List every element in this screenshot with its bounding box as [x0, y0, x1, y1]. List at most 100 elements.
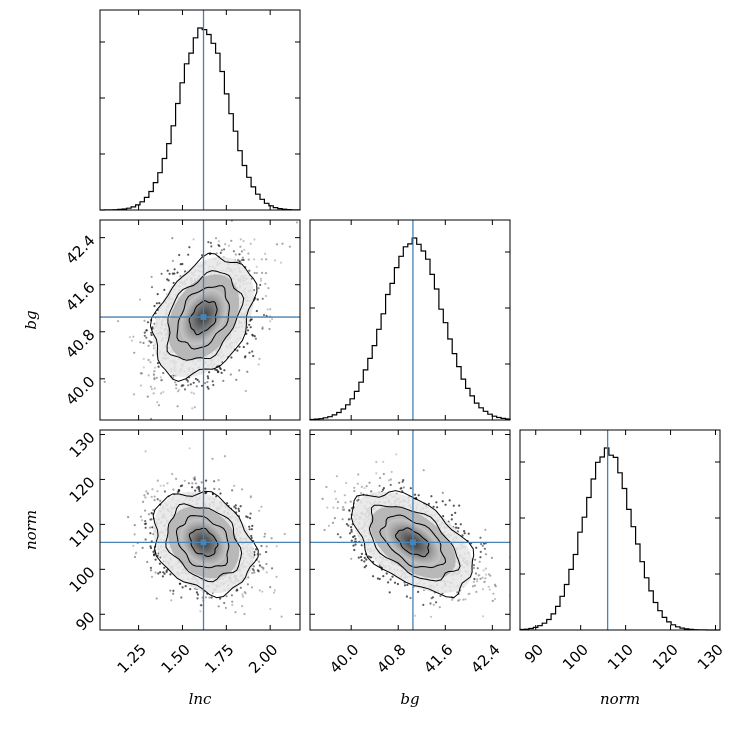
sample-point [241, 593, 244, 596]
sample-point [267, 287, 270, 290]
sample-point [264, 272, 268, 275]
sample-point [144, 450, 147, 453]
sample-point [153, 378, 156, 381]
sample-point [248, 269, 251, 272]
sample-point [151, 488, 154, 491]
sample-point [388, 591, 391, 594]
sample-point [156, 293, 159, 296]
sample-point [162, 390, 165, 394]
sample-point [255, 309, 258, 313]
sample-point [177, 390, 180, 393]
sample-point [142, 341, 145, 345]
sample-point [248, 528, 251, 531]
sample-point [249, 512, 252, 515]
sample-point [141, 546, 144, 550]
panel-frame-lnc-norm [99, 429, 301, 631]
sample-point [295, 221, 299, 224]
sample-point [363, 560, 366, 563]
sample-point [477, 574, 480, 577]
sample-point [188, 447, 191, 450]
sample-point [275, 545, 278, 548]
sample-point [210, 596, 213, 599]
sample-point [171, 237, 174, 240]
sample-point [331, 521, 335, 525]
sample-point [430, 495, 433, 498]
sample-point [339, 536, 342, 539]
sample-point [238, 509, 241, 513]
sample-point [172, 592, 175, 595]
sample-point [175, 421, 177, 423]
sample-point [184, 585, 187, 588]
sample-point [196, 378, 199, 381]
sample-point [441, 500, 444, 503]
sample-point [150, 495, 153, 498]
sample-point [156, 498, 159, 501]
sample-point [132, 393, 136, 396]
sample-point [196, 597, 199, 600]
sample-point [263, 532, 267, 535]
panel-frame-bg [309, 219, 511, 421]
sample-point [409, 487, 412, 490]
sample-point [150, 333, 153, 337]
sample-point [153, 304, 156, 308]
sample-point [258, 564, 261, 567]
sample-point [261, 327, 264, 330]
sample-point [239, 586, 242, 589]
sample-point [481, 576, 484, 579]
sample-point [272, 591, 276, 594]
sample-point [239, 245, 242, 248]
sample-point [223, 369, 226, 372]
sample-point [261, 590, 264, 593]
sample-point [145, 336, 148, 339]
sample-point [154, 558, 157, 561]
histogram-bg [309, 237, 511, 421]
sample-point [217, 605, 220, 608]
sample-point [172, 488, 175, 491]
sample-point [265, 550, 268, 554]
sample-point [241, 605, 244, 608]
sample-point [159, 499, 162, 502]
sample-point [197, 488, 201, 491]
sample-point [230, 594, 233, 597]
contour-line [188, 527, 219, 558]
sample-point [479, 550, 482, 554]
sample-point [480, 542, 483, 546]
sample-point [193, 406, 196, 409]
sample-point [149, 518, 152, 521]
sample-point [246, 342, 249, 345]
sample-point [435, 501, 438, 504]
sample-point [159, 571, 162, 574]
sample-point [156, 362, 160, 365]
sample-point [363, 487, 366, 490]
sample-point [275, 575, 278, 578]
sample-point [180, 596, 183, 599]
sample-point [194, 489, 197, 492]
sample-point [103, 380, 106, 383]
sample-point [249, 517, 252, 520]
sample-point [348, 509, 351, 512]
sample-point [170, 599, 173, 602]
sample-point [261, 271, 264, 274]
sample-point [157, 404, 161, 407]
sample-point [217, 243, 220, 247]
sample-point [175, 383, 178, 386]
sample-point [196, 593, 199, 596]
sample-point [241, 256, 244, 259]
sample-point [142, 500, 145, 503]
sample-point [467, 532, 470, 535]
sample-point [258, 509, 261, 512]
sample-point [241, 595, 244, 598]
sample-point [156, 490, 159, 493]
sample-point [269, 320, 272, 323]
sample-point [269, 308, 272, 311]
sample-point [139, 341, 142, 344]
sample-point [367, 555, 370, 558]
sample-point [207, 387, 210, 390]
sample-point [231, 600, 234, 603]
sample-point [246, 583, 249, 586]
sample-point [270, 537, 273, 540]
sample-point [243, 248, 246, 251]
sample-point [240, 258, 243, 262]
sample-point [259, 279, 263, 282]
sample-point [255, 265, 258, 268]
